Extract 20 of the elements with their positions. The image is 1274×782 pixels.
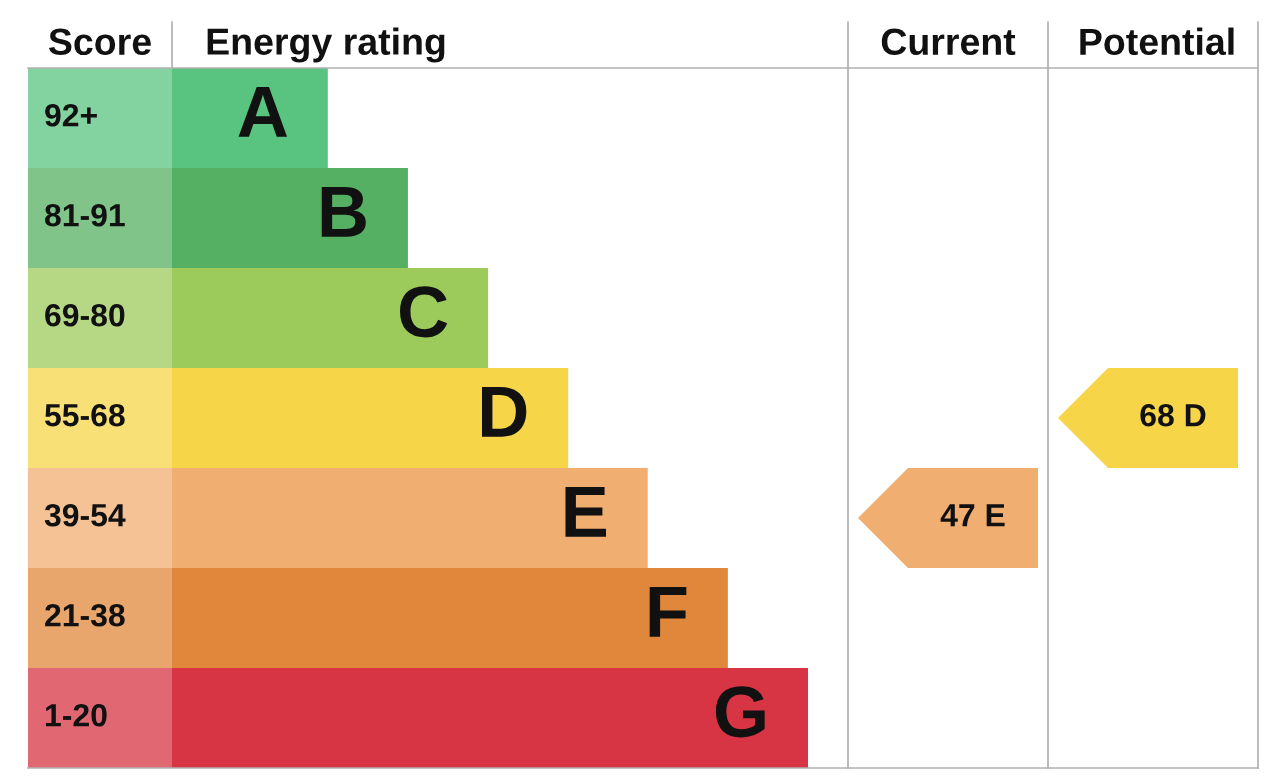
y2-tick-label: 55-68 bbox=[44, 403, 125, 427]
text: Score bbox=[48, 28, 151, 56]
y-tick-label: G bbox=[715, 686, 765, 738]
y-tick-label: B bbox=[321, 186, 366, 237]
y-tick-label: F bbox=[649, 586, 687, 637]
y2-tick-label: 1-20 bbox=[46, 703, 107, 727]
y-tick-label: E bbox=[565, 486, 607, 537]
text: 68 D bbox=[1140, 403, 1206, 427]
text: Energy rating bbox=[207, 27, 445, 63]
y-tick-label: C bbox=[400, 286, 448, 338]
y2-tick-label: 39-54 bbox=[44, 503, 126, 527]
text: Current bbox=[881, 28, 1016, 56]
y2-tick-label: 81-91 bbox=[45, 203, 125, 227]
y-tick-label: D bbox=[482, 386, 527, 437]
y2-tick-label: 69-80 bbox=[45, 303, 125, 327]
text: 47 E bbox=[940, 504, 1005, 527]
y2-tick-label: 92+ bbox=[45, 103, 97, 127]
y2-tick-label: 21-38 bbox=[45, 603, 125, 627]
y-tick-label: A bbox=[238, 86, 288, 137]
text: Potential bbox=[1080, 27, 1234, 56]
